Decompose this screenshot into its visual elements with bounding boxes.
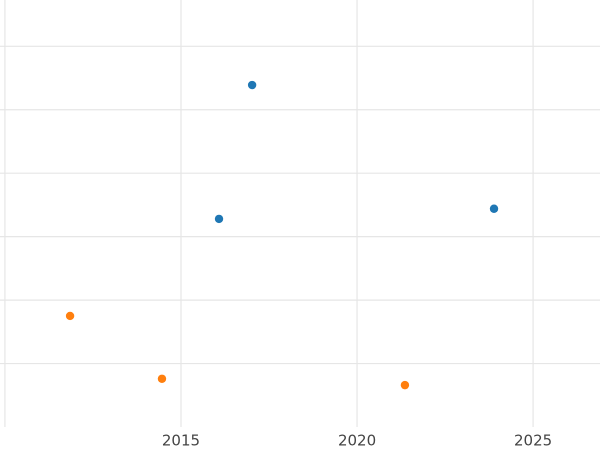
- point: [157, 374, 167, 383]
- point: [65, 311, 75, 321]
- x-tick-label: 2015: [162, 432, 200, 450]
- point: [400, 380, 410, 390]
- x-tick-label: 2025: [514, 432, 552, 450]
- point: [247, 80, 257, 90]
- point: [214, 214, 224, 224]
- point: [489, 204, 499, 213]
- x-tick-label: 2020: [338, 432, 376, 450]
